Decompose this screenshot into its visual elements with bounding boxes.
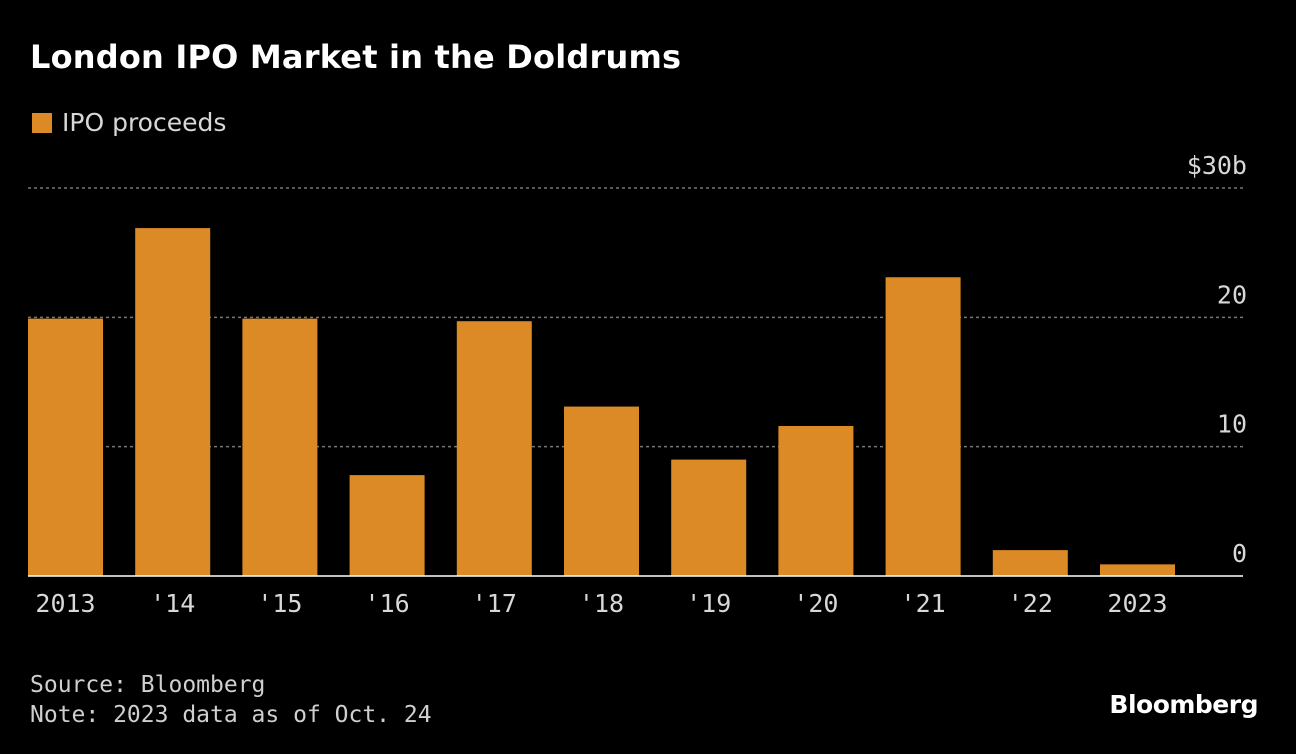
bloomberg-logo: Bloomberg [1109,690,1258,719]
y-tick-label: 10 [1217,410,1247,439]
x-tick-label: '21 [901,589,946,618]
bar [564,406,639,576]
x-tick-label: '14 [150,589,195,618]
x-tick-label: '20 [793,589,838,618]
y-tick-label: 0 [1232,539,1247,568]
bar-chart: 0 10 20 $30b 2013 '14 '15 '16 '17 '18 '19 '20 '21 '22… [28,151,1247,618]
bar [778,425,854,576]
bar [349,475,425,576]
x-tick-label: 2023 [1107,589,1167,618]
x-tick-label: '17 [472,589,517,618]
bar [885,277,961,576]
legend-label: IPO proceeds [62,108,227,137]
chart-title: London IPO Market in the Doldrums [30,38,682,76]
x-tick-label: '19 [686,589,731,618]
x-tick-label: '15 [257,589,302,618]
footer: Source: Bloomberg Note: 2023 data as of … [30,670,432,730]
x-tick-label: '16 [365,589,410,618]
bar [1100,564,1175,576]
data-note: Note: 2023 data as of Oct. 24 [30,702,432,728]
legend: IPO proceeds [32,108,226,137]
x-tick-label: 2013 [35,589,95,618]
bar [28,318,103,576]
y-tick-label: 20 [1217,280,1247,309]
bar [456,321,532,576]
x-tick-label: '18 [579,589,624,618]
bar [242,318,318,576]
x-tick-label: '22 [1008,589,1053,618]
bar [671,459,747,576]
bar [135,228,211,577]
source-note: Source: Bloomberg [30,672,266,698]
legend-swatch [32,112,52,133]
bar [992,550,1068,576]
y-tick-label: $30b [1187,151,1247,180]
